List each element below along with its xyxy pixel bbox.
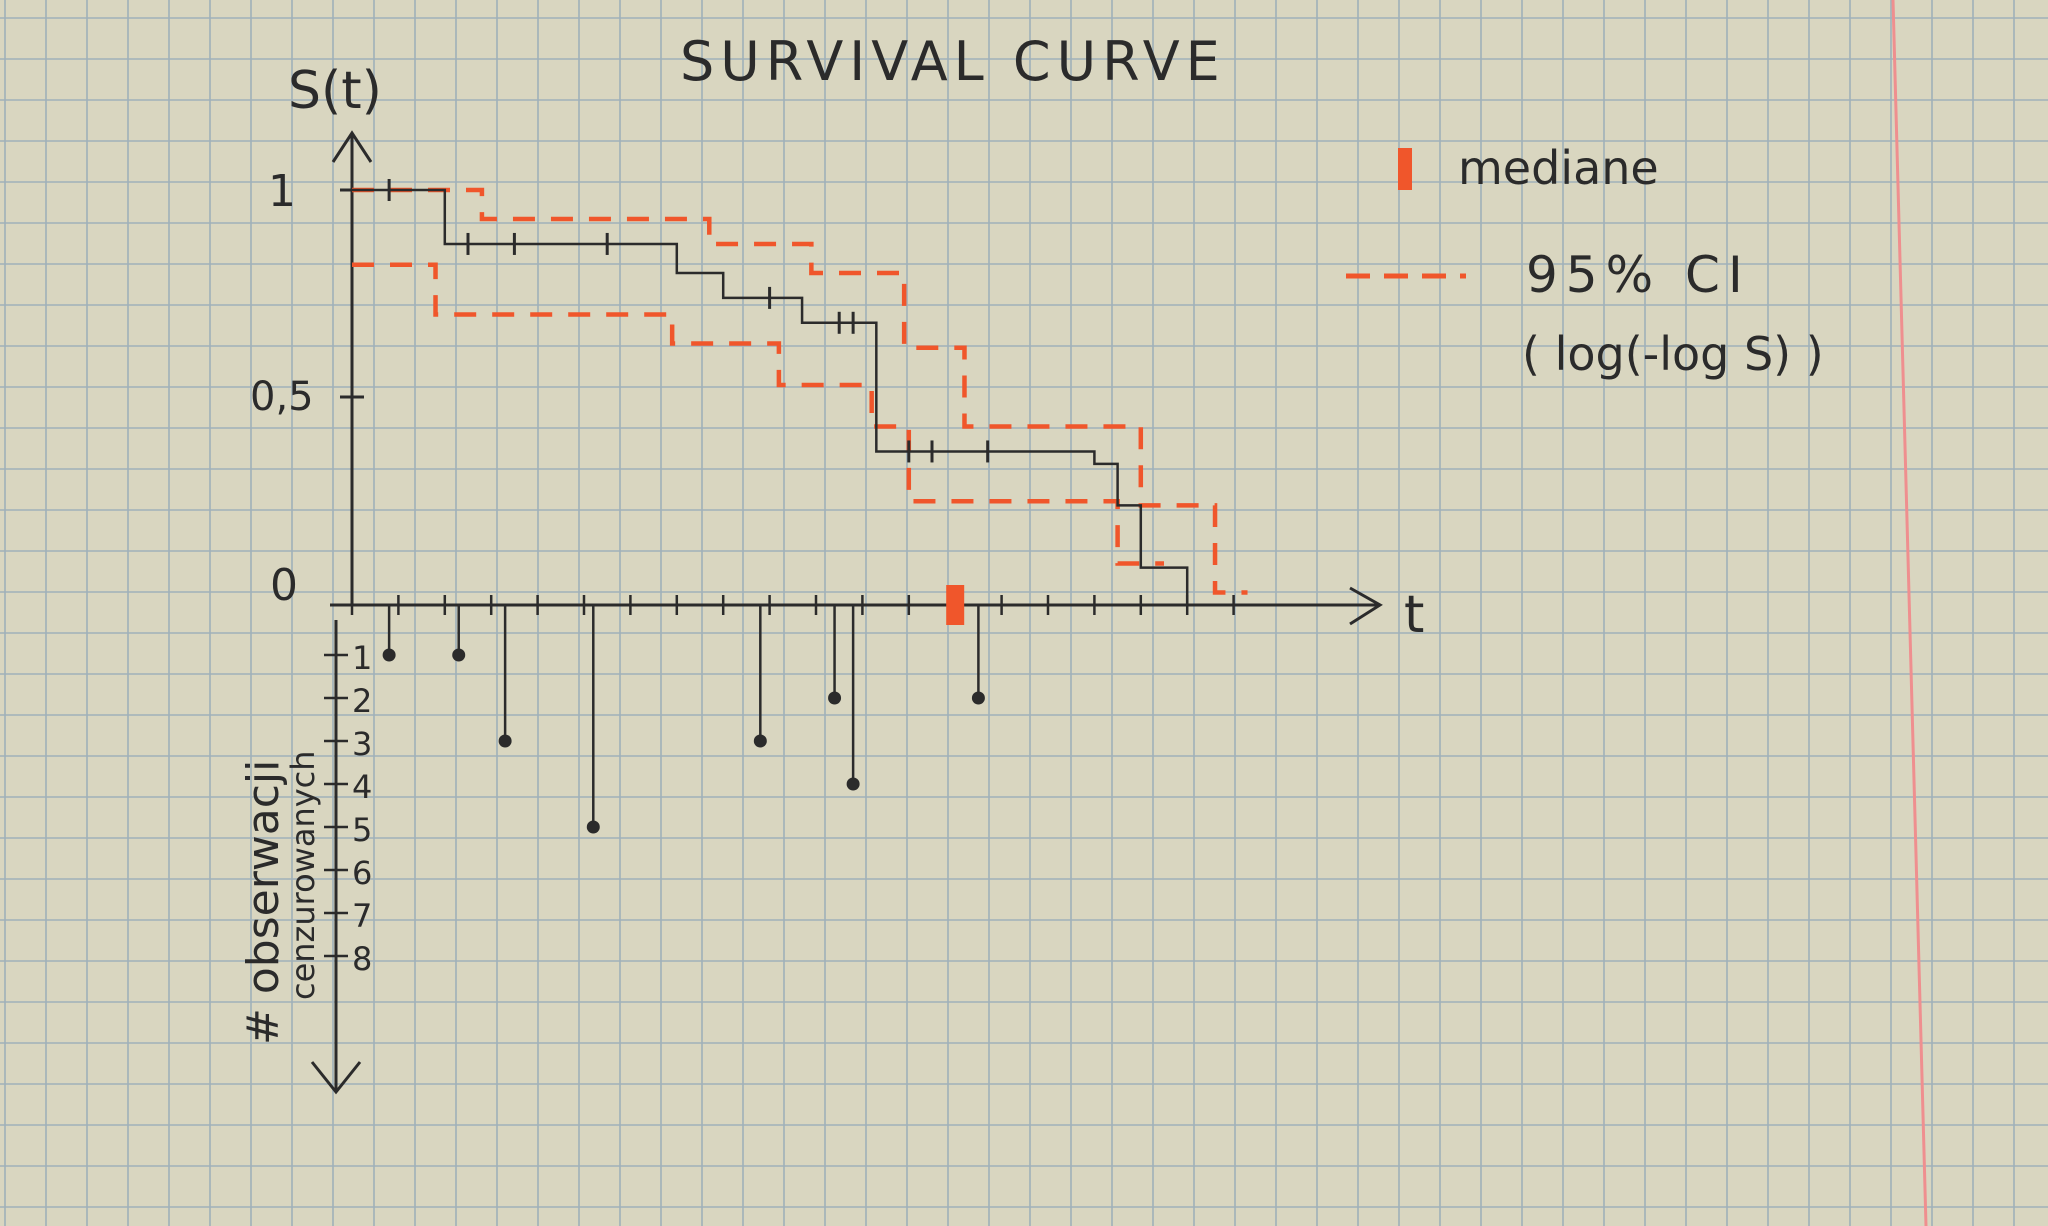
censored-marks: [387, 179, 990, 463]
count-tick-label: 4: [352, 768, 372, 806]
count-axis-arrow-icon: [310, 1061, 362, 1095]
median-mark: [946, 585, 965, 625]
y-tick-label-1: 1: [268, 166, 296, 217]
y-axis-arrow-icon: [331, 130, 373, 163]
survival-curve-line: [352, 188, 1189, 605]
y-tick-label-0: 0: [270, 560, 298, 611]
legend-ci-label: 95% CI: [1526, 246, 1751, 304]
y-axis-label: S(t): [288, 61, 382, 121]
censored-count-ticks: 1 2 3 4 5 6 7 8: [324, 639, 372, 978]
legend-median-label: mediane: [1458, 141, 1659, 195]
legend-ci-method: ( log(-log S) ): [1522, 327, 1824, 381]
legend: mediane 95% CI ( log(-log S) ): [1346, 141, 1824, 381]
count-dot: [452, 648, 466, 662]
count-dot: [828, 691, 842, 705]
count-dot: [846, 777, 860, 791]
survival-chart: SURVIVAL CURVE S(t) t 1 0,5 0 1 2 3 4 5 6 7 8 #…: [238, 30, 1824, 1095]
count-tick-label: 6: [352, 854, 372, 892]
count-dot: [753, 734, 767, 748]
count-axis-label-line-2: cenzurowanych: [284, 750, 322, 1000]
ci-lower-line: [352, 262, 1164, 566]
chart-title: SURVIVAL CURVE: [680, 30, 1226, 93]
censored-count-lollipops: [382, 605, 985, 834]
ci-lines: [352, 187, 1248, 595]
legend-median-swatch: [1398, 148, 1412, 190]
count-tick-label: 2: [352, 682, 372, 720]
count-dot: [586, 820, 600, 834]
x-axis-ticks: [350, 595, 1235, 615]
median-marker: [946, 585, 965, 625]
y-tick-label-0-5: 0,5: [250, 374, 314, 420]
margin-line: [1891, 0, 1928, 1226]
count-tick-label: 7: [352, 897, 372, 935]
x-axis-label: t: [1404, 585, 1424, 645]
count-tick-label: 3: [352, 725, 372, 763]
count-tick-label: 5: [352, 811, 372, 849]
x-axis-arrow-icon: [1349, 586, 1383, 626]
ci-upper-line: [352, 187, 1248, 595]
survival-curve: [352, 188, 1189, 605]
count-tick-label: 1: [352, 639, 372, 677]
count-axis-label-line-1: # obserwacji: [238, 760, 289, 1045]
count-dot: [382, 648, 396, 662]
count-dot: [498, 734, 512, 748]
count-tick-label: 8: [352, 940, 372, 978]
count-dot: [971, 691, 985, 705]
